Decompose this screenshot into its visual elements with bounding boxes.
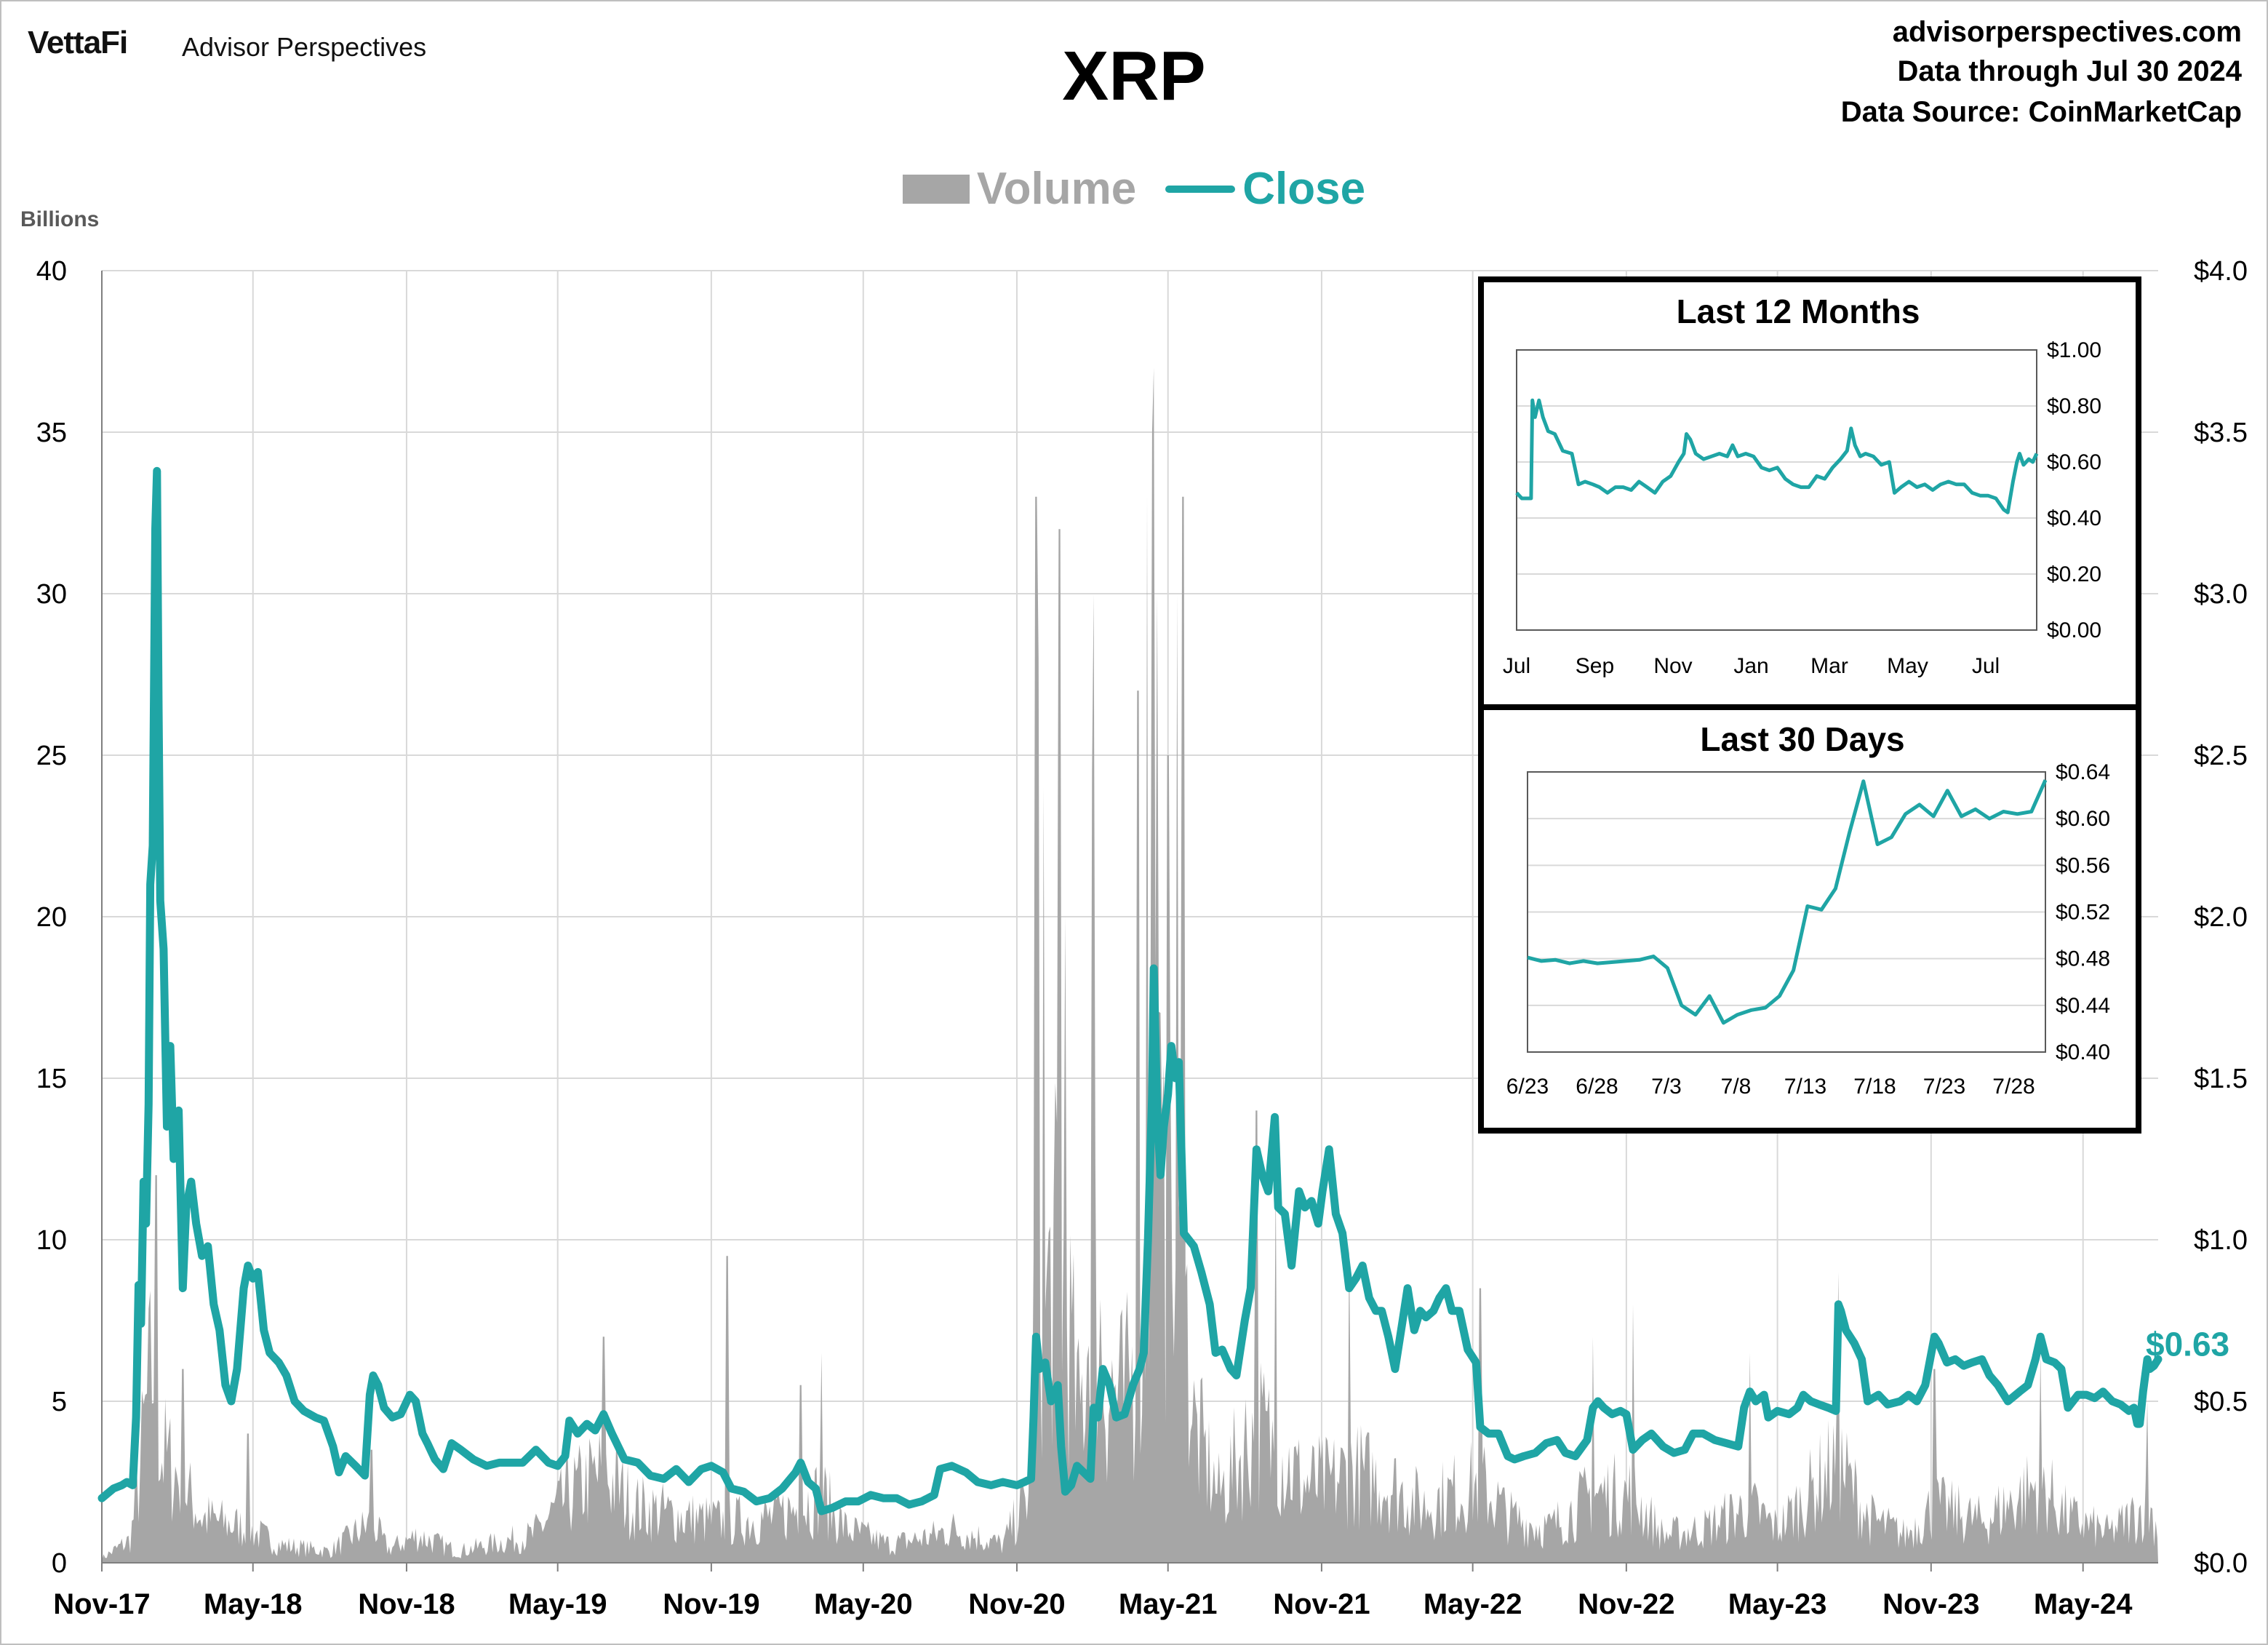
legend-swatch-volume (902, 174, 970, 204)
left-axis-unit-label: Billions (20, 207, 100, 231)
legend-label-volume: Volume (976, 164, 1137, 214)
chart-legend: Volume Close (0, 163, 2268, 215)
legend-swatch-close (1165, 185, 1236, 193)
advisor-perspectives-logo: Advisor Perspectives (182, 32, 427, 62)
vettafi-logo: VettaFi (28, 25, 128, 60)
data-through-label: Data through Jul 30 2024 (1897, 55, 2242, 87)
legend-item-volume: Volume (902, 163, 1137, 215)
legend-label-close: Close (1242, 164, 1366, 214)
chart-title: XRP (1062, 37, 1206, 115)
legend-item-close: Close (1165, 163, 1365, 215)
data-source-label: Data Source: CoinMarketCap (1840, 96, 2242, 128)
site-url: advisorperspectives.com (1892, 16, 2242, 48)
